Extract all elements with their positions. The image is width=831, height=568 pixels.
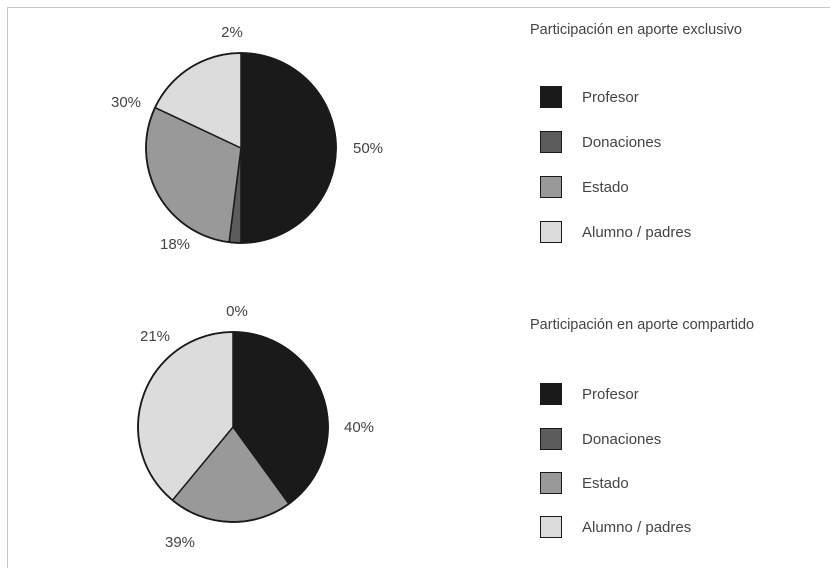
- legend-label-alumno-padres: Alumno / padres: [582, 518, 692, 536]
- pie-label-profesor: 50%: [353, 140, 383, 157]
- legend-item-estado: Estado: [540, 175, 629, 199]
- legend-item-alumno-padres: Alumno / padres: [540, 515, 691, 539]
- pie-label-profesor: 40%: [344, 419, 374, 436]
- legend-label-estado: Estado: [582, 474, 629, 492]
- legend-swatch-estado: [540, 472, 562, 494]
- legend-item-donaciones: Donaciones: [540, 427, 661, 451]
- legend-label-profesor: Profesor: [582, 385, 639, 403]
- pie-label-estado: 30%: [111, 94, 141, 111]
- pie-label-donaciones: 0%: [226, 303, 248, 320]
- legend-swatch-alumno-padres: [540, 221, 562, 243]
- legend-item-donaciones: Donaciones: [540, 130, 661, 154]
- legend-swatch-profesor: [540, 86, 562, 108]
- legend-label-estado: Estado: [582, 178, 629, 196]
- legend-swatch-estado: [540, 176, 562, 198]
- legend-label-profesor: Profesor: [582, 88, 639, 106]
- pie-label-alumno-padres: 18%: [160, 236, 190, 253]
- legend-item-estado: Estado: [540, 471, 629, 495]
- legend-swatch-alumno-padres: [540, 516, 562, 538]
- pie-label-estado: 21%: [140, 328, 170, 345]
- pie-chart-compartido: 40% 0% 21% 39%: [137, 303, 374, 551]
- figure-frame: [7, 7, 830, 568]
- legend-compartido: Participación en aporte compartido Profe…: [530, 317, 825, 538]
- legend-swatch-donaciones: [540, 131, 562, 153]
- pie-label-alumno-padres: 39%: [165, 534, 195, 551]
- legend-swatch-donaciones: [540, 428, 562, 450]
- chart-title-compartido: Participación en aporte compartido: [530, 317, 755, 333]
- legend-label-alumno-padres: Alumno / padres: [582, 223, 692, 241]
- legend-swatch-profesor: [540, 383, 562, 405]
- pie-outline: [137, 331, 329, 523]
- chart-title-exclusivo: Participación en aporte exclusivo: [530, 22, 742, 38]
- pie-chart-exclusivo: 50% 2% 30% 18%: [111, 24, 383, 253]
- legend-item-profesor: Profesor: [540, 382, 639, 406]
- legend-label-donaciones: Donaciones: [582, 133, 662, 151]
- pie-label-donaciones: 2%: [221, 24, 243, 41]
- legend-exclusivo: Participación en aporte exclusivo Profes…: [530, 22, 825, 243]
- pie-slice-profesor: [240, 52, 337, 244]
- pie-charts-canvas: 50% 2% 30% 18% 40% 0% 21% 39%: [111, 24, 383, 551]
- legend-label-donaciones: Donaciones: [582, 430, 662, 448]
- pie-outline: [145, 52, 337, 244]
- legend-item-profesor: Profesor: [540, 85, 639, 109]
- legend-item-alumno-padres: Alumno / padres: [540, 220, 691, 244]
